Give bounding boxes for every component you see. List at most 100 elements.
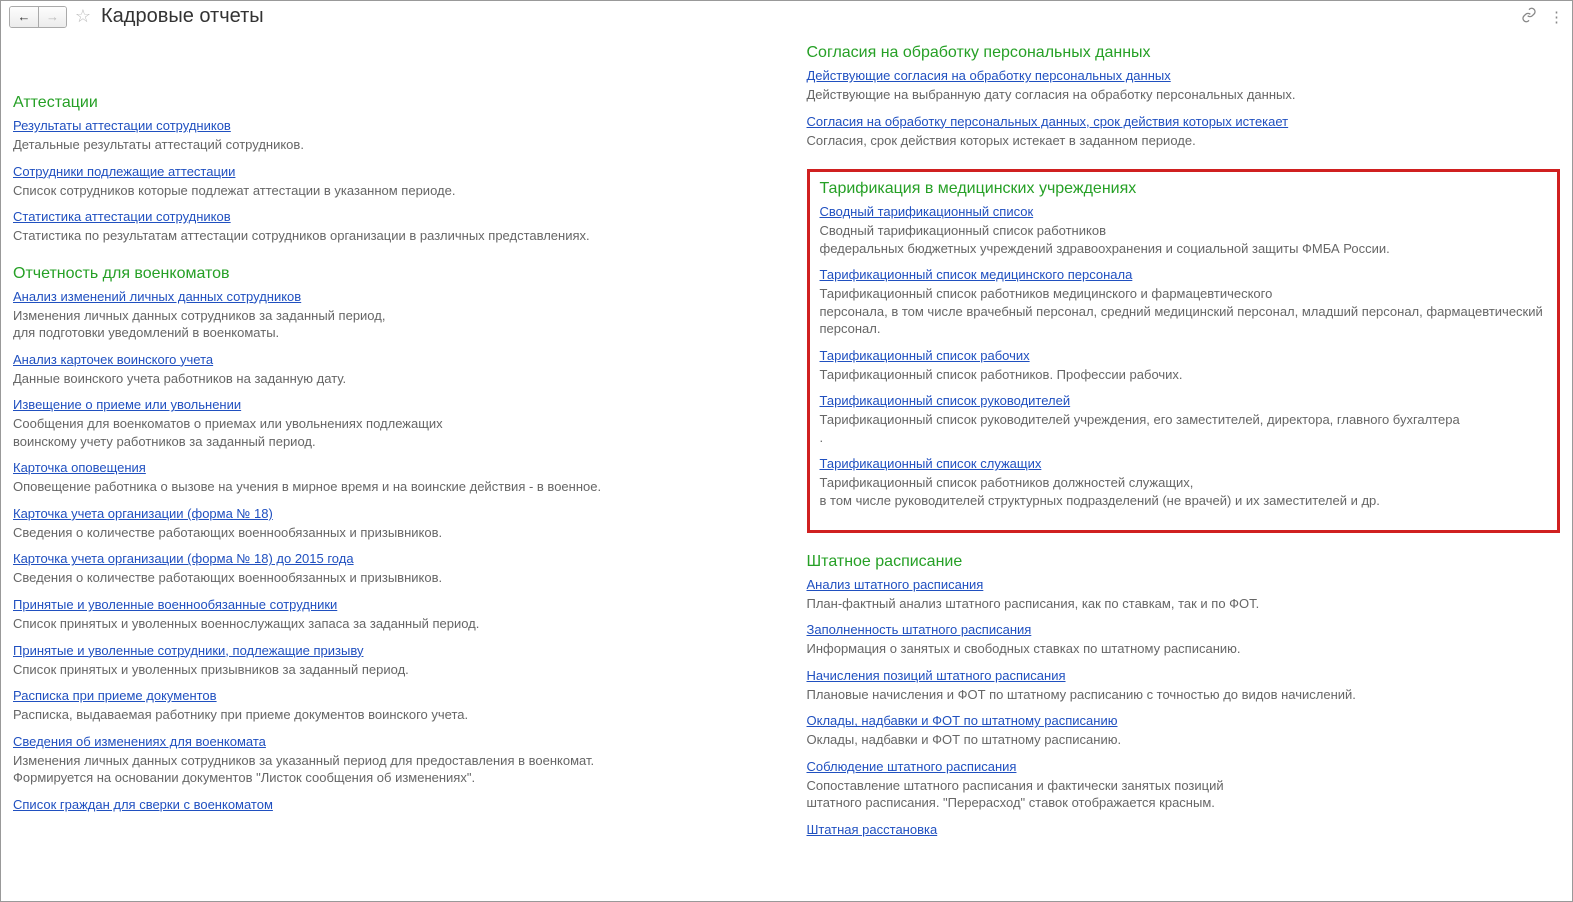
report-description: Изменения личных данных сотрудников за у… (13, 752, 767, 787)
report-link[interactable]: Извещение о приеме или увольнении (13, 397, 241, 412)
report-link[interactable]: Карточка учета организации (форма № 18) … (13, 551, 354, 566)
report-description: Изменения личных данных сотрудников за з… (13, 307, 767, 342)
right-section: Согласия на обработку персональных данны… (807, 44, 1561, 149)
report-link[interactable]: Действующие согласия на обработку персон… (807, 68, 1171, 83)
report-item: Согласия на обработку персональных данны… (807, 114, 1561, 150)
report-item: Анализ карточек воинского учета Данные во… (13, 352, 767, 388)
right-column: Согласия на обработку персональных данны… (807, 44, 1561, 886)
report-link[interactable]: Анализ изменений личных данных сотрудник… (13, 289, 301, 304)
report-item: Анализ изменений личных данных сотрудник… (13, 289, 767, 342)
report-item: Статистика аттестации сотрудников Статист… (13, 209, 767, 245)
report-description: Данные воинского учета работников на зад… (13, 370, 767, 388)
more-icon[interactable]: ⋮ (1549, 8, 1564, 26)
report-description: План-фактный анализ штатного расписания,… (807, 595, 1561, 613)
toolbar-right: ⋮ (1521, 7, 1564, 27)
report-item: Начисления позиций штатного расписания Пл… (807, 668, 1561, 704)
back-button[interactable]: ← (10, 7, 38, 27)
section-title: Тарификация в медицинских учреждениях (820, 180, 1548, 198)
left-column: Аттестации Результаты аттестации сотрудни… (13, 44, 767, 886)
left-section: Отчетность для военкоматов Анализ изменен… (13, 265, 767, 812)
report-description: Сообщения для военкоматов о приемах или … (13, 415, 767, 450)
report-description: Тарификационный список работников медици… (820, 285, 1548, 338)
report-description: Действующие на выбранную дату согласия н… (807, 86, 1561, 104)
report-item: Список граждан для сверки с военкоматом (13, 797, 767, 812)
content: Аттестации Результаты аттестации сотрудни… (1, 32, 1572, 898)
page-title: Кадровые отчеты (101, 5, 264, 28)
report-link[interactable]: Начисления позиций штатного расписания (807, 668, 1066, 683)
report-item: Карточка учета организации (форма № 18) … (13, 551, 767, 587)
report-item: Тарификационный список медицинского перс… (820, 267, 1548, 338)
report-link[interactable]: Статистика аттестации сотрудников (13, 209, 231, 224)
report-item: Результаты аттестации сотрудников Детальн… (13, 118, 767, 154)
report-description: Сведения о количестве работающих военноо… (13, 569, 767, 587)
report-item: Принятые и уволенные военнообязанные сот… (13, 597, 767, 633)
section-title: Штатное расписание (807, 553, 1561, 571)
report-item: Сводный тарификационный список Сводный та… (820, 204, 1548, 257)
report-item: Тарификационный список рабочих Тарификаци… (820, 348, 1548, 384)
report-link[interactable]: Оклады, надбавки и ФОТ по штатному распи… (807, 713, 1118, 728)
report-description: Список принятых и уволенных военнослужащ… (13, 615, 767, 633)
report-description: Сводный тарификационный список работнико… (820, 222, 1548, 257)
report-link[interactable]: Сведения об изменениях для военкомата (13, 734, 266, 749)
report-link[interactable]: Анализ штатного расписания (807, 577, 984, 592)
report-link[interactable]: Список граждан для сверки с военкоматом (13, 797, 273, 812)
report-description: Плановые начисления и ФОТ по штатному ра… (807, 686, 1561, 704)
right-section: Штатное расписание Анализ штатного распис… (807, 553, 1561, 837)
report-link[interactable]: Сводный тарификационный список (820, 204, 1034, 219)
report-item: Сотрудники подлежащие аттестации Список с… (13, 164, 767, 200)
report-link[interactable]: Анализ карточек воинского учета (13, 352, 213, 367)
link-icon[interactable] (1521, 7, 1537, 27)
report-description: Список сотрудников которые подлежат атте… (13, 182, 767, 200)
report-description: Тарификационный список работников. Профе… (820, 366, 1548, 384)
report-description: Статистика по результатам аттестации сот… (13, 227, 767, 245)
section-title: Отчетность для военкоматов (13, 265, 767, 283)
report-item: Действующие согласия на обработку персон… (807, 68, 1561, 104)
report-description: Расписка, выдаваемая работнику при прием… (13, 706, 767, 724)
report-link[interactable]: Карточка учета организации (форма № 18) (13, 506, 273, 521)
report-description: Оклады, надбавки и ФОТ по штатному распи… (807, 731, 1561, 749)
report-link[interactable]: Тарификационный список рабочих (820, 348, 1030, 363)
report-link[interactable]: Согласия на обработку персональных данны… (807, 114, 1289, 129)
report-link[interactable]: Тарификационный список руководителей (820, 393, 1071, 408)
report-item: Принятые и уволенные сотрудники, подлежа… (13, 643, 767, 679)
report-description: Тарификационный список руководителей учр… (820, 411, 1548, 446)
report-description: Сопоставление штатного расписания и факт… (807, 777, 1561, 812)
report-link[interactable]: Тарификационный список медицинского перс… (820, 267, 1133, 282)
report-item: Карточка оповещения Оповещение работника … (13, 460, 767, 496)
report-description: Информация о занятых и свободных ставках… (807, 640, 1561, 658)
report-link[interactable]: Принятые и уволенные военнообязанные сот… (13, 597, 337, 612)
report-link[interactable]: Результаты аттестации сотрудников (13, 118, 231, 133)
report-item: Оклады, надбавки и ФОТ по штатному распи… (807, 713, 1561, 749)
report-link[interactable]: Соблюдение штатного расписания (807, 759, 1017, 774)
report-description: Детальные результаты аттестаций сотрудни… (13, 136, 767, 154)
nav-buttons: ← → (9, 6, 67, 28)
report-link[interactable]: Принятые и уволенные сотрудники, подлежа… (13, 643, 363, 658)
report-description: Сведения о количестве работающих военноо… (13, 524, 767, 542)
favorite-icon[interactable]: ☆ (73, 7, 93, 27)
report-description: Список принятых и уволенных призывников … (13, 661, 767, 679)
section-title: Согласия на обработку персональных данны… (807, 44, 1561, 62)
report-item: Штатная расстановка (807, 822, 1561, 837)
toolbar: ← → ☆ Кадровые отчеты ⋮ (1, 1, 1572, 32)
report-link[interactable]: Расписка при приеме документов (13, 688, 217, 703)
report-item: Соблюдение штатного расписания Сопоставле… (807, 759, 1561, 812)
left-section: Аттестации Результаты аттестации сотрудни… (13, 94, 767, 245)
report-item: Сведения об изменениях для военкомата Изм… (13, 734, 767, 787)
report-item: Тарификационный список служащих Тарификац… (820, 456, 1548, 509)
section-title: Аттестации (13, 94, 767, 112)
report-description: Тарификационный список работников должно… (820, 474, 1548, 509)
report-item: Анализ штатного расписания План-фактный а… (807, 577, 1561, 613)
report-item: Заполненность штатного расписания Информа… (807, 622, 1561, 658)
report-description: Согласия, срок действия которых истекает… (807, 132, 1561, 150)
report-link[interactable]: Сотрудники подлежащие аттестации (13, 164, 235, 179)
report-item: Расписка при приеме документов Расписка, … (13, 688, 767, 724)
report-link[interactable]: Штатная расстановка (807, 822, 938, 837)
report-link[interactable]: Карточка оповещения (13, 460, 146, 475)
forward-button[interactable]: → (38, 7, 66, 27)
right-section: Тарификация в медицинских учреждениях Сво… (807, 169, 1561, 532)
report-link[interactable]: Заполненность штатного расписания (807, 622, 1032, 637)
report-description: Оповещение работника о вызове на учения … (13, 478, 767, 496)
report-item: Карточка учета организации (форма № 18) С… (13, 506, 767, 542)
report-item: Тарификационный список руководителей Тари… (820, 393, 1548, 446)
report-link[interactable]: Тарификационный список служащих (820, 456, 1042, 471)
